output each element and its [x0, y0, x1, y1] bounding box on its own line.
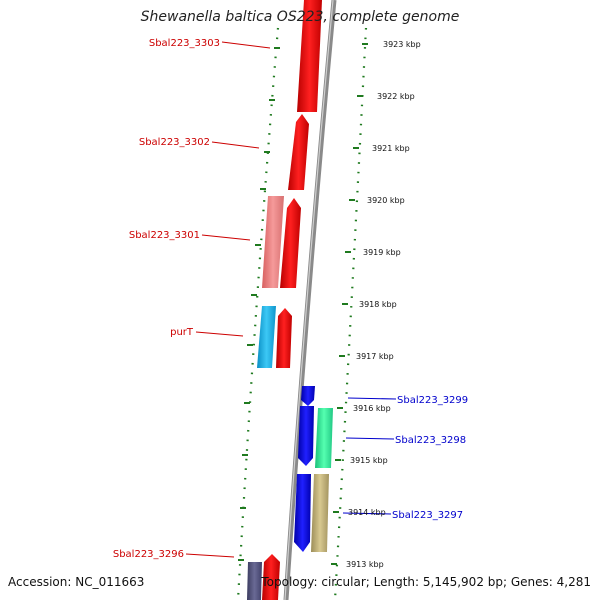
tick-label: 3917 kbp — [356, 352, 394, 361]
tick-label: 3922 kbp — [377, 92, 415, 101]
tick-label: 3914 kbp — [348, 508, 386, 517]
gene-label-sbal223-3303[interactable]: Sbal223_3303 — [149, 38, 220, 49]
gene-label-sbal223-3296[interactable]: Sbal223_3296 — [113, 549, 184, 560]
gene-sbal223-3296[interactable] — [262, 554, 280, 600]
gene-sbal223-3301-forward[interactable] — [280, 198, 301, 288]
gene-label-purT[interactable]: purT — [170, 327, 194, 338]
gene-slate-cds[interactable] — [247, 562, 262, 600]
gene-label-sbal223-3299[interactable]: Sbal223_3299 — [397, 395, 468, 406]
tick-label: 3919 kbp — [363, 248, 401, 257]
tick-label: 3921 kbp — [372, 144, 410, 153]
gene-label-sbal223-3301[interactable]: Sbal223_3301 — [129, 230, 200, 241]
gene-sbal223-3299[interactable] — [301, 386, 315, 406]
inner-dotted-ring — [236, 27, 280, 600]
tick-label: 3918 kbp — [359, 300, 397, 309]
gene-sbal223-3302[interactable] — [288, 114, 309, 190]
genome-summary: Topology: circular; Length: 5,145,902 bp… — [261, 575, 591, 589]
gene-purT[interactable] — [257, 306, 276, 368]
gene-forward-small[interactable] — [276, 308, 292, 368]
accession-label: Accession: NC_011663 — [8, 575, 145, 589]
gene-label-sbal223-3297[interactable]: Sbal223_3297 — [392, 510, 463, 521]
gene-name-labels: Sbal223_3303 Sbal223_3302 Sbal223_3301 p… — [113, 38, 468, 560]
forward-gene-track — [262, 0, 322, 600]
gene-sbal223-3303[interactable] — [297, 0, 322, 112]
left-major-ticks — [238, 47, 280, 561]
gene-blue-long[interactable] — [298, 406, 314, 466]
kbp-tick-labels: 3923 kbp 3922 kbp 3921 kbp 3920 kbp 3919… — [346, 40, 421, 569]
gene-label-sbal223-3302[interactable]: Sbal223_3302 — [139, 137, 210, 148]
tick-label: 3915 kbp — [350, 456, 388, 465]
gene-sbal223-3297[interactable] — [311, 474, 329, 552]
tick-label: 3923 kbp — [383, 40, 421, 49]
right-major-ticks — [331, 43, 368, 565]
tick-label: 3920 kbp — [367, 196, 405, 205]
gene-sbal223-3298[interactable] — [315, 408, 333, 468]
genome-title: Shewanella baltica OS223, complete genom… — [140, 9, 460, 25]
gene-blue-lower[interactable] — [294, 474, 311, 552]
outer-dotted-ring — [333, 27, 368, 600]
label-leaders — [185, 41, 397, 558]
tick-label: 3916 kbp — [353, 404, 391, 413]
reverse-gene-track — [294, 386, 315, 552]
second-gene-track — [247, 196, 333, 600]
gene-label-sbal223-3298[interactable]: Sbal223_3298 — [395, 435, 466, 446]
genome-backbone — [283, 0, 337, 600]
tick-label: 3913 kbp — [346, 560, 384, 569]
backbone-highlight — [284, 0, 334, 600]
gene-sbal223-3301[interactable] — [262, 196, 284, 288]
